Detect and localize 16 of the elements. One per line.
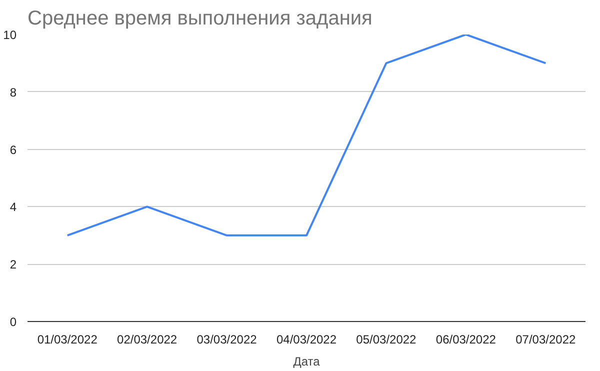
y-tick-label: 10 bbox=[3, 28, 17, 42]
x-tick-label: 02/03/2022 bbox=[117, 332, 178, 346]
x-tick-label: 01/03/2022 bbox=[37, 332, 98, 346]
y-tick-label: 0 bbox=[10, 315, 17, 329]
x-tick-label: 07/03/2022 bbox=[516, 332, 576, 346]
x-tick-label: 05/03/2022 bbox=[356, 332, 417, 346]
y-tick-label: 8 bbox=[10, 85, 17, 100]
x-tick-label: 03/03/2022 bbox=[196, 332, 258, 346]
y-tick-label: 4 bbox=[10, 200, 17, 214]
y-tick-label: 6 bbox=[10, 142, 17, 157]
x-axis-title: Дата bbox=[293, 354, 320, 368]
x-tick-label: 04/03/2022 bbox=[276, 332, 337, 346]
chart-title: Среднее время выполнения задания bbox=[28, 8, 372, 30]
x-tick-label: 06/03/2022 bbox=[436, 332, 496, 346]
line-series bbox=[66, 34, 547, 236]
y-tick-label: 2 bbox=[10, 258, 17, 272]
